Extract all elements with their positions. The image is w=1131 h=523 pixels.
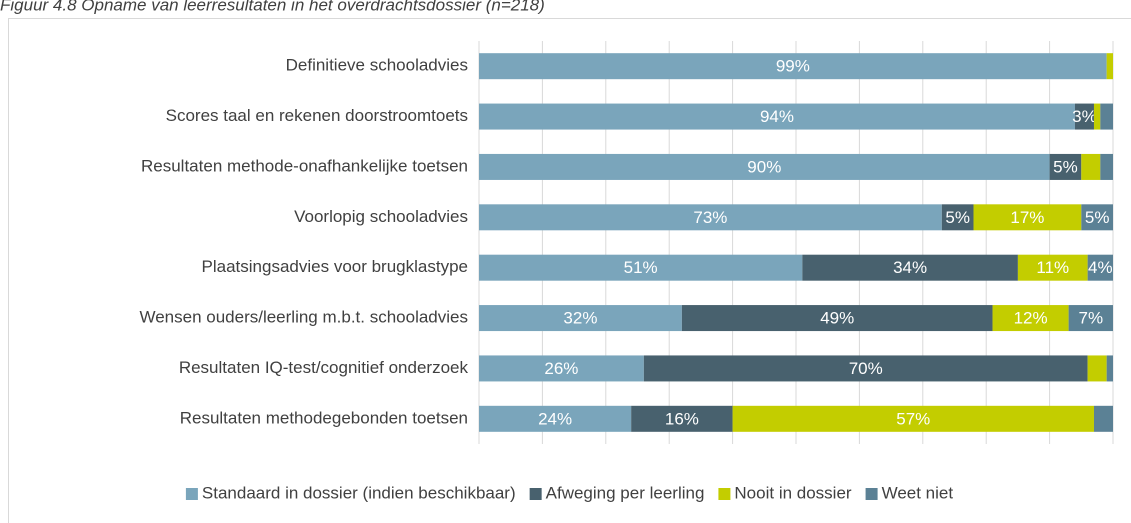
data-label: 94%	[760, 107, 794, 126]
data-label: 16%	[665, 409, 699, 428]
y-tick-label: Resultaten methodegebonden toetsen	[180, 408, 468, 427]
bar-segment	[1049, 153, 1082, 180]
data-label: 57%	[896, 409, 930, 428]
data-label: 32%	[563, 309, 597, 328]
legend-label: Standaard in dossier (indien beschikbaar…	[202, 483, 516, 502]
data-label: 51%	[624, 258, 658, 277]
bar-segment	[479, 53, 1107, 80]
data-label: 24%	[538, 409, 572, 428]
bar-segment	[631, 405, 733, 432]
bar-segment	[1100, 153, 1113, 180]
bar-segment	[1093, 405, 1113, 432]
bar-segment	[479, 355, 644, 382]
data-label: 73%	[693, 208, 727, 227]
bar-segment	[1106, 53, 1113, 80]
chart-title: Figuur 4.8 Opname van leerresultaten in …	[0, 0, 545, 14]
legend-swatch	[865, 488, 878, 500]
bar-segment	[992, 305, 1069, 332]
legend-label: Afweging per leerling	[546, 483, 705, 502]
y-tick-label: Voorlopig schooladvies	[294, 207, 468, 226]
data-label: 49%	[820, 309, 854, 328]
bar-segment	[479, 405, 632, 432]
data-label: 34%	[893, 258, 927, 277]
y-tick-label: Resultaten methode-onafhankelijke toetse…	[141, 156, 468, 175]
bar-segment	[1068, 305, 1113, 332]
legend-label: Weet niet	[882, 483, 954, 502]
bar-segment	[681, 305, 993, 332]
data-label: 11%	[1036, 258, 1069, 277]
legend-label: Nooit in dossier	[734, 483, 852, 502]
legend-swatch	[718, 488, 731, 500]
data-label: 99%	[776, 57, 810, 76]
data-label: 5%	[945, 208, 970, 227]
y-tick-label: Wensen ouders/leerling m.b.t. schooladvi…	[139, 308, 468, 327]
bar-segment	[1106, 355, 1113, 382]
y-tick-label: Scores taal en rekenen doorstroomtoets	[166, 106, 468, 125]
y-tick-label: Definitieve schooladvies	[286, 56, 468, 75]
bar-segment	[1087, 355, 1107, 382]
bar-segment	[1074, 103, 1094, 130]
bar-segment	[1017, 254, 1088, 281]
y-tick-label: Resultaten IQ-test/cognitief onderzoek	[179, 358, 469, 377]
bar-segment	[941, 204, 974, 231]
bar-segment	[1081, 204, 1113, 231]
legend-swatch	[185, 488, 198, 500]
bar-segment	[479, 204, 942, 231]
data-label: 26%	[544, 359, 578, 378]
bar-segment	[732, 405, 1094, 432]
bar-segment	[802, 254, 1018, 281]
legend-swatch	[529, 488, 542, 500]
bar-segment	[1093, 103, 1101, 130]
bar-segment	[973, 204, 1082, 231]
bar-segment	[1087, 254, 1113, 281]
y-tick-label: Plaatsingsadvies voor brugklastype	[202, 257, 468, 276]
data-label: 12%	[1014, 309, 1048, 328]
data-label: 90%	[747, 157, 781, 176]
data-label: 4%	[1088, 258, 1113, 277]
bar-segment	[479, 305, 682, 332]
bar-segment	[1081, 153, 1101, 180]
data-label: 7%	[1079, 309, 1104, 328]
data-label: 70%	[849, 359, 883, 378]
bar-segment	[479, 153, 1050, 180]
bar-segment	[643, 355, 1088, 382]
data-label: 5%	[1085, 208, 1110, 227]
data-label: 5%	[1053, 157, 1078, 176]
bar-segment	[479, 254, 803, 281]
data-label: 3%	[1072, 107, 1097, 126]
bar-segment	[1100, 103, 1113, 130]
bar-segment	[479, 103, 1075, 130]
data-label: 17%	[1010, 208, 1044, 227]
